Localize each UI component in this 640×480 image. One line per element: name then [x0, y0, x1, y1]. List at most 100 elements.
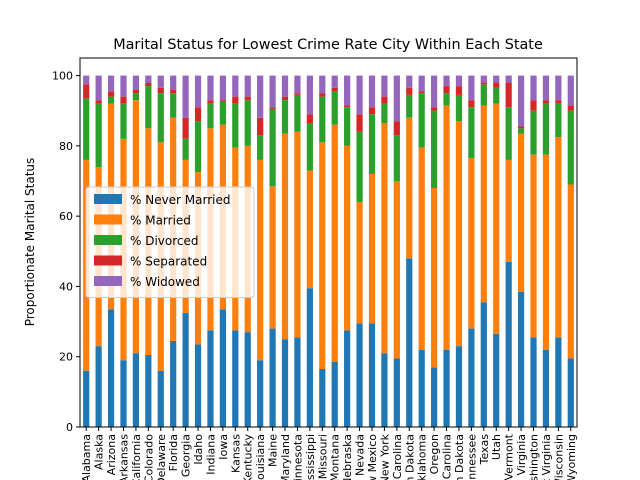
bar-segment: [182, 312, 189, 427]
bar-segment: [493, 82, 500, 88]
x-tick-label: Alaska: [93, 434, 106, 470]
bar-segment: [257, 360, 264, 427]
bar-segment: [555, 137, 562, 338]
bar-segment: [517, 128, 525, 134]
bar-segment: [555, 100, 562, 104]
bar-segment: [542, 100, 550, 104]
bar-segment: [393, 135, 400, 181]
x-tick-label: Oregon: [428, 434, 441, 474]
x-tick-label: Kentucky: [242, 434, 255, 480]
bar-segment: [83, 370, 90, 427]
bar-segment: [170, 340, 177, 427]
bar-segment: [480, 302, 487, 427]
bar-segment: [406, 258, 413, 427]
bar-segment: [418, 93, 425, 148]
bar-segment: [505, 159, 512, 262]
bar-segment: [356, 131, 363, 203]
bar-segment: [381, 123, 388, 354]
bar-segment: [344, 75, 351, 106]
bar-segment: [83, 98, 90, 160]
bar-segment: [145, 86, 152, 129]
bar-segment: [281, 75, 289, 97]
legend-swatch: [94, 235, 122, 245]
bar-segment: [232, 330, 239, 427]
bar-segment: [468, 100, 475, 108]
bar-segment: [170, 75, 177, 90]
bar-segment: [567, 75, 574, 106]
x-tick-label: Maryland: [279, 434, 292, 480]
bar-segment: [468, 328, 475, 427]
bar-segment: [157, 87, 164, 94]
bar-segment: [306, 75, 313, 115]
bar-segment: [393, 121, 400, 136]
bar-segment: [530, 154, 537, 338]
bar-segment: [132, 89, 140, 94]
bar-segment: [517, 291, 525, 427]
bar-segment: [542, 103, 550, 155]
bar-segment: [132, 75, 140, 90]
bar-segment: [306, 288, 313, 427]
bar-segment: [406, 75, 413, 88]
bar-segment: [393, 75, 400, 122]
bar-segment: [493, 75, 500, 83]
bar-segment: [281, 100, 289, 134]
bar-segment: [381, 353, 388, 427]
bar-segment: [319, 75, 326, 94]
x-tick-label: North Dakota: [403, 434, 416, 480]
bar-segment: [170, 89, 177, 94]
bar-segment: [107, 75, 115, 92]
bar-segment: [368, 107, 376, 115]
bar-segment: [306, 114, 313, 124]
bar-segment: [381, 103, 388, 124]
bar-segment: [331, 91, 338, 125]
bar-segment: [294, 94, 301, 132]
bar-segment: [368, 75, 376, 108]
bar-segment: [319, 96, 326, 143]
x-tick-label: South Carolina: [441, 434, 454, 480]
bar-segment: [555, 75, 562, 101]
legend-swatch: [94, 255, 122, 266]
x-tick-label: Oklahoma: [416, 434, 429, 480]
bar-segment: [257, 75, 264, 118]
legend-label: % Married: [130, 214, 191, 228]
x-tick-label: Alabama: [80, 434, 93, 480]
bar-segment: [555, 103, 562, 138]
bar-segment: [567, 184, 574, 359]
x-tick-label: West Virginia: [540, 434, 553, 480]
bar-segment: [331, 124, 338, 362]
bar-segment: [480, 82, 487, 85]
bar-segment: [406, 117, 413, 259]
chart-title: Marital Status for Lowest Crime Rate Cit…: [113, 37, 543, 53]
bar-segment: [468, 75, 475, 101]
bar-segment: [431, 107, 438, 111]
bar-segment: [331, 361, 338, 427]
bar-segment: [244, 100, 251, 146]
bar-segment: [443, 105, 450, 350]
bar-segment: [344, 145, 351, 331]
bar-segment: [219, 75, 226, 101]
bar-segment: [294, 93, 301, 95]
legend-swatch: [94, 276, 122, 286]
bar-segment: [120, 75, 127, 97]
bar-segment: [517, 126, 525, 129]
x-tick-label: Tennessee: [465, 434, 478, 480]
bar-segment: [157, 93, 164, 143]
x-tick-label: Delaware: [155, 434, 168, 480]
bar-segment: [157, 370, 164, 427]
bar-segment: [517, 75, 525, 127]
bar-segment: [219, 101, 226, 125]
bar-segment: [381, 96, 388, 104]
x-tick-label: Utah: [490, 434, 503, 460]
x-tick-label: Montana: [329, 434, 342, 480]
x-tick-label: Missouri: [316, 434, 329, 479]
bar-segment: [480, 105, 487, 303]
y-tick-label: 20: [59, 351, 73, 364]
x-tick-label: Arkansas: [117, 434, 130, 480]
bar-segment: [319, 93, 326, 97]
bar-segment: [480, 75, 487, 83]
bar-segment: [95, 75, 102, 101]
bar-segment: [95, 346, 102, 427]
bar-segment: [244, 96, 251, 101]
bar-segment: [107, 96, 115, 104]
